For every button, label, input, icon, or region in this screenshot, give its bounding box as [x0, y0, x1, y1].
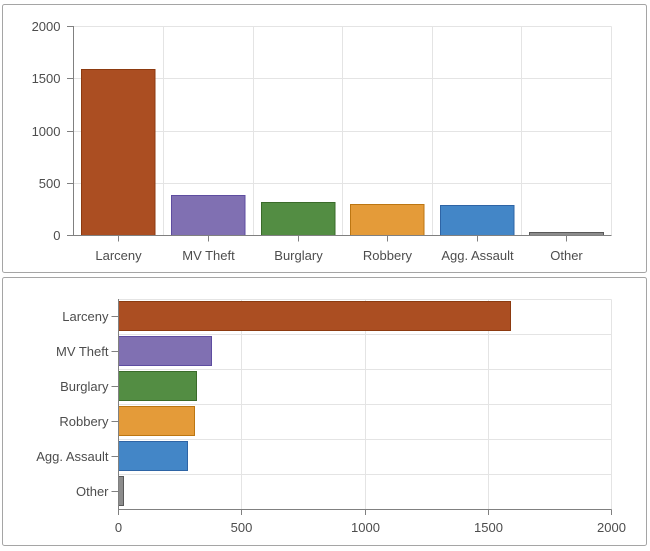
svg-text:0: 0: [115, 520, 122, 535]
svg-text:0: 0: [53, 228, 60, 243]
svg-text:1500: 1500: [474, 520, 503, 535]
svg-text:Burglary: Burglary: [60, 379, 109, 394]
svg-text:MV Theft: MV Theft: [182, 248, 235, 263]
svg-text:500: 500: [39, 176, 61, 191]
svg-text:MV Theft: MV Theft: [56, 344, 109, 359]
svg-text:Robbery: Robbery: [363, 248, 413, 263]
svg-text:1500: 1500: [32, 71, 61, 86]
svg-text:2000: 2000: [32, 19, 61, 34]
svg-text:Larceny: Larceny: [62, 309, 109, 324]
svg-text:1000: 1000: [32, 124, 61, 139]
svg-text:Other: Other: [76, 484, 109, 499]
svg-text:1000: 1000: [351, 520, 380, 535]
svg-text:Agg. Assault: Agg. Assault: [36, 449, 109, 464]
svg-text:500: 500: [231, 520, 253, 535]
svg-text:Agg. Assault: Agg. Assault: [441, 248, 514, 263]
svg-text:Robbery: Robbery: [59, 414, 109, 429]
svg-text:Burglary: Burglary: [274, 248, 323, 263]
svg-text:Larceny: Larceny: [95, 248, 142, 263]
svg-text:2000: 2000: [597, 520, 626, 535]
svg-text:Other: Other: [550, 248, 583, 263]
